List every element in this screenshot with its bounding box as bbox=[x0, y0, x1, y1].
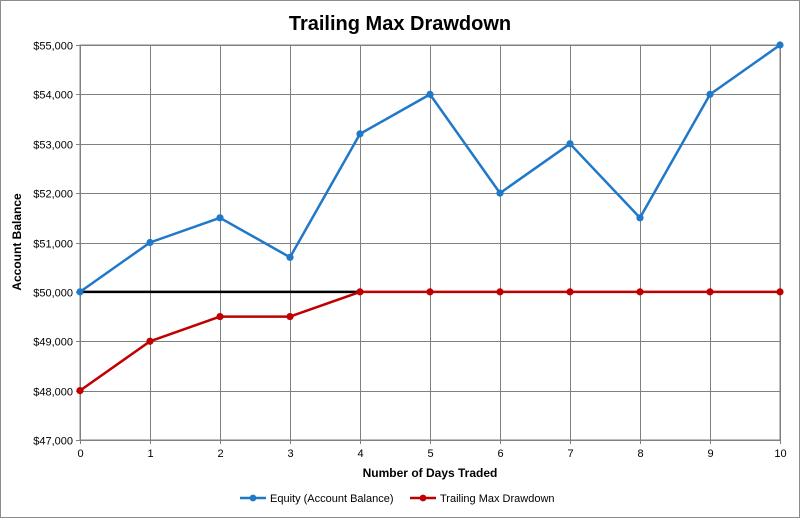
x-tick-label: 4 bbox=[357, 448, 363, 460]
x-axis-title: Number of Days Traded bbox=[363, 466, 498, 480]
x-tick-label: 10 bbox=[774, 448, 786, 460]
data-point bbox=[146, 238, 154, 247]
data-point bbox=[286, 253, 294, 261]
data-point bbox=[286, 312, 294, 321]
x-tick-label: 7 bbox=[567, 448, 573, 460]
y-tick-label: $50,000 bbox=[33, 288, 73, 300]
data-point bbox=[426, 288, 434, 296]
x-tick-label: 5 bbox=[427, 448, 433, 460]
y-tick-label: $53,000 bbox=[33, 140, 73, 152]
data-point bbox=[706, 90, 714, 98]
x-tick-label: 1 bbox=[147, 448, 153, 460]
data-point bbox=[356, 288, 364, 296]
data-point bbox=[566, 288, 574, 296]
data-point bbox=[566, 140, 574, 148]
x-tick-label: 3 bbox=[287, 448, 293, 460]
data-point bbox=[146, 337, 154, 345]
x-axis-ticks: 0 1 2 3 4 5 6 7 8 9 10 bbox=[77, 440, 787, 460]
y-tick-label: $54,000 bbox=[33, 90, 73, 102]
x-tick-label: 8 bbox=[637, 448, 643, 460]
legend-swatch-marker bbox=[419, 494, 427, 502]
y-tick-label: $48,000 bbox=[33, 387, 73, 399]
x-tick-label: 9 bbox=[707, 448, 713, 460]
gridlines bbox=[79, 44, 781, 441]
x-tick-label: 0 bbox=[77, 448, 83, 460]
data-point bbox=[76, 288, 84, 296]
y-tick-label: $47,000 bbox=[33, 436, 73, 448]
x-tick-label: 2 bbox=[217, 448, 223, 460]
legend-label: Trailing Max Drawdown bbox=[440, 493, 555, 505]
data-point bbox=[776, 288, 784, 296]
chart-title: Trailing Max Drawdown bbox=[289, 13, 511, 35]
y-tick-label: $55,000 bbox=[33, 41, 73, 53]
legend-swatch-marker bbox=[249, 494, 257, 502]
data-point bbox=[776, 41, 784, 49]
legend: Equity (Account Balance) Trailing Max Dra… bbox=[240, 493, 555, 505]
data-point bbox=[706, 288, 714, 296]
data-point bbox=[496, 189, 504, 197]
data-point bbox=[76, 387, 84, 395]
data-point bbox=[356, 130, 364, 138]
data-point bbox=[426, 90, 434, 98]
series-group bbox=[76, 41, 784, 395]
data-point bbox=[636, 288, 644, 296]
data-point bbox=[216, 312, 224, 321]
y-tick-label: $51,000 bbox=[33, 239, 73, 251]
y-tick-label: $49,000 bbox=[33, 337, 73, 349]
data-point bbox=[216, 214, 224, 222]
data-point bbox=[636, 214, 644, 222]
y-axis-ticks: $47,000 $48,000 $49,000 $50,000 $51,000 $52,0… bbox=[33, 41, 80, 448]
x-tick-label: 6 bbox=[497, 448, 503, 460]
legend-label: Equity (Account Balance) bbox=[270, 493, 394, 505]
y-tick-label: $52,000 bbox=[33, 189, 73, 201]
y-axis-title: Account Balance bbox=[10, 193, 24, 291]
data-point bbox=[496, 288, 504, 296]
